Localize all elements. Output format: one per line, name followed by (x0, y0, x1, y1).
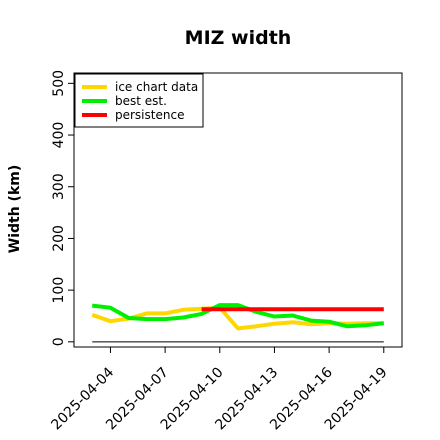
legend-label-persistence: persistence (115, 108, 184, 122)
y-tick-label: 200 (51, 225, 67, 252)
legend-box (74, 73, 204, 128)
series-layer (91, 303, 385, 343)
plot-frame (73, 72, 403, 348)
series-line-best-est (91, 303, 385, 329)
y-tick-label: 100 (51, 277, 67, 304)
y-axis: 0 100 200 300 400 500 (51, 70, 74, 346)
chart-title: MIZ width (185, 27, 292, 49)
y-tick-label: 400 (51, 122, 67, 149)
legend: ice chart data best est. persistence (74, 73, 204, 128)
x-axis: 2025-04-042025-04-072025-04-102025-04-13… (48, 347, 391, 433)
y-tick-label: 0 (51, 337, 67, 346)
y-axis-label: Width (km) (7, 165, 23, 254)
y-tick-label: 500 (51, 70, 67, 97)
y-tick-label: 300 (51, 173, 67, 200)
legend-label-ice-chart-data: ice chart data (115, 80, 198, 94)
legend-label-best-est: best est. (115, 94, 167, 108)
